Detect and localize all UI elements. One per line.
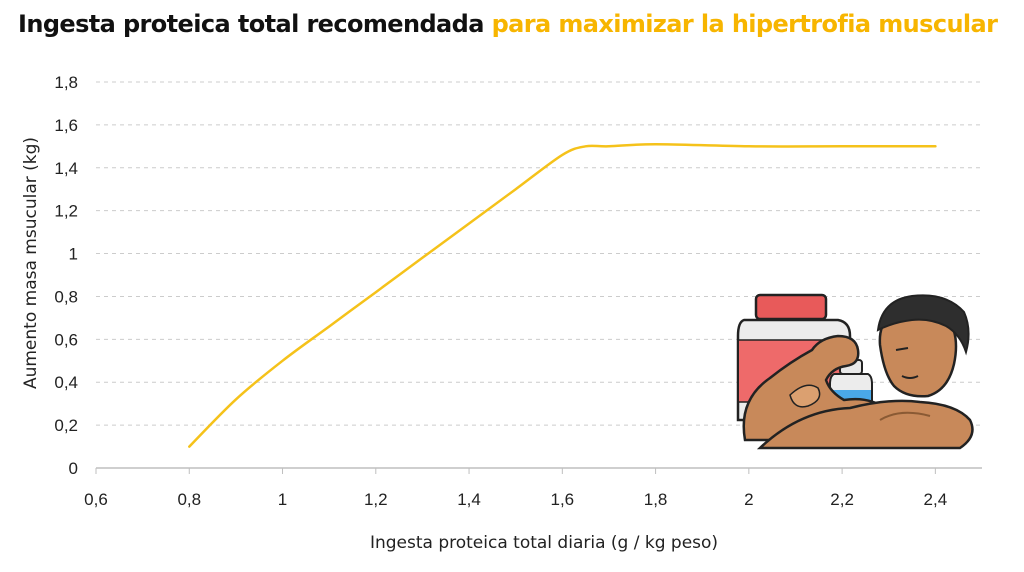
x-tick-label: 1,2 [364, 490, 388, 509]
y-tick-label: 0 [69, 459, 78, 478]
x-axis-label: Ingesta proteica total diaria (g / kg pe… [370, 533, 718, 553]
chart-title-main: Ingesta proteica total recomendada [18, 10, 484, 38]
y-tick-label: 1,2 [54, 202, 78, 221]
x-tick-label: 0,8 [177, 490, 201, 509]
y-tick-label: 1,8 [54, 73, 78, 92]
y-tick-labels: 0 0,2 0,4 0,6 0,8 1 1,2 1,4 1,6 1,8 [54, 73, 78, 478]
axes [95, 467, 982, 474]
y-tick-label: 0,4 [54, 373, 78, 392]
head-icon [876, 294, 970, 398]
chart-title-highlight: para maximizar la hipertrofia muscular [491, 10, 998, 38]
y-tick-label: 0,2 [54, 416, 78, 435]
y-axis-label: Aumento masa msucular (kg) [21, 137, 41, 389]
torso-icon [756, 399, 974, 450]
y-tick-label: 0,8 [54, 287, 78, 306]
x-tick-label: 1,4 [457, 490, 481, 509]
bodybuilder-flexing-with-protein-jars-icon [736, 293, 974, 450]
grid-lines [96, 81, 982, 426]
x-tick-label: 1,6 [550, 490, 574, 509]
x-tick-label: 2 [744, 490, 753, 509]
x-tick-label: 2,2 [830, 490, 854, 509]
series-line [188, 142, 937, 448]
x-tick-labels: 0,6 0,8 1 1,2 1,4 1,6 1,8 2 2,2 2,4 [84, 490, 947, 509]
x-tick-label: 0,6 [84, 490, 108, 509]
series-layer [188, 142, 937, 448]
y-tick-label: 1,6 [54, 116, 78, 135]
x-tick-label: 1,8 [644, 490, 668, 509]
y-tick-label: 0,6 [54, 330, 78, 349]
x-tick-label: 1 [278, 490, 287, 509]
x-tick-label: 2,4 [924, 490, 948, 509]
y-tick-label: 1,4 [54, 159, 78, 178]
y-tick-label: 1 [69, 245, 78, 264]
chart-title: Ingesta proteica total recomendada para … [18, 10, 998, 38]
